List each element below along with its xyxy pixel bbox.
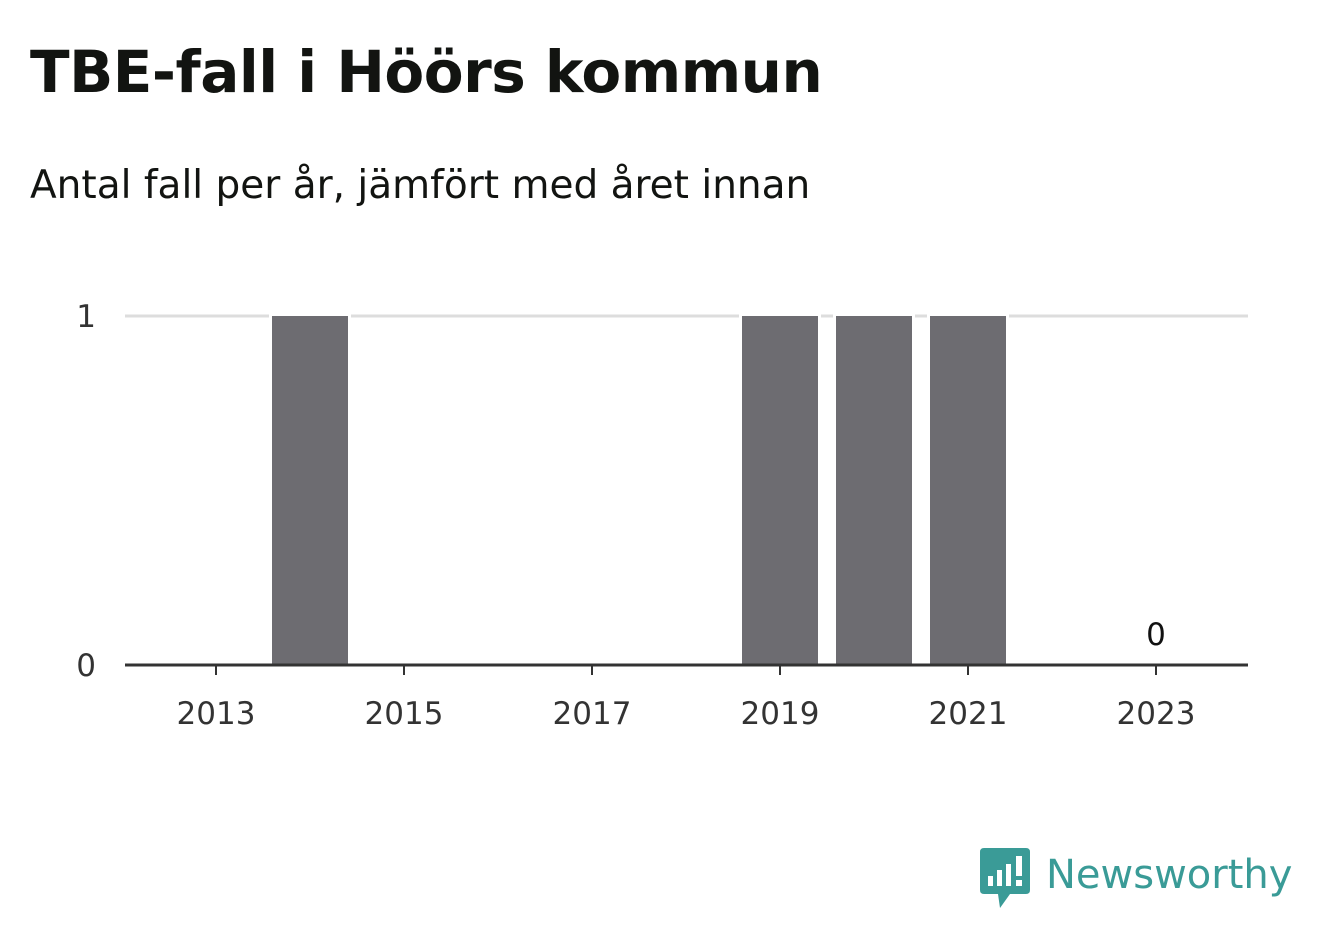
data-labels: 0 — [1146, 617, 1166, 653]
x-tick-label: 2023 — [1117, 696, 1196, 732]
bar — [836, 316, 912, 665]
bar — [742, 316, 818, 665]
data-label: 0 — [1146, 617, 1166, 653]
x-tick-label: 2013 — [177, 696, 256, 732]
x-tick-label: 2015 — [365, 696, 444, 732]
axes: 0 1 2013 2015 2017 2019 2021 2023 — [76, 299, 1248, 732]
x-tick-label: 2017 — [553, 696, 632, 732]
newsworthy-brand: Newsworthy — [980, 848, 1292, 910]
x-tick-label: 2019 — [741, 696, 820, 732]
x-tick-label: 2021 — [929, 696, 1008, 732]
chart-title: TBE-fall i Höörs kommun — [30, 38, 823, 106]
bar — [930, 316, 1006, 665]
y-tick-label: 0 — [76, 648, 96, 684]
bar — [272, 316, 348, 665]
brand-name: Newsworthy — [1046, 852, 1293, 898]
chart-subtitle: Antal fall per år, jämfört med året inna… — [30, 163, 811, 208]
bars — [269, 314, 1009, 665]
newsworthy-logo-icon — [980, 848, 1030, 908]
y-tick-label: 1 — [76, 299, 96, 335]
